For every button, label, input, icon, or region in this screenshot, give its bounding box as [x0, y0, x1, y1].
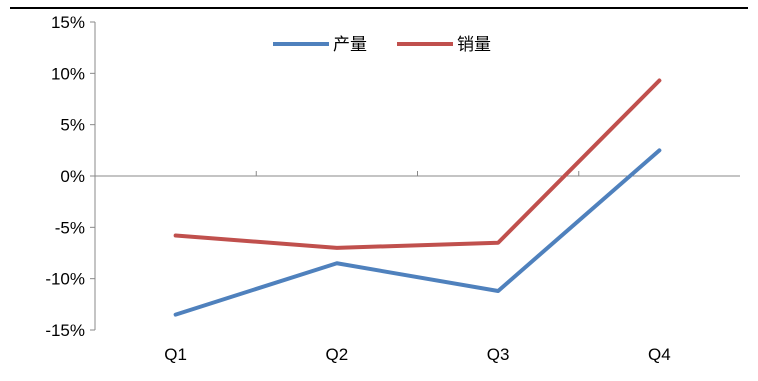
- series-line-2: [173, 78, 662, 250]
- x-tick-label: Q3: [487, 345, 510, 364]
- y-tick-label: 15%: [51, 13, 85, 32]
- axes: [90, 21, 740, 331]
- y-tick-label: 10%: [51, 64, 85, 83]
- x-axis-tick-labels: Q1 Q2 Q3 Q4: [164, 345, 670, 364]
- y-tick-label: -10%: [45, 270, 85, 289]
- series-lines: [173, 78, 662, 317]
- x-tick-label: Q2: [326, 345, 349, 364]
- y-tick-label: 0%: [60, 167, 85, 186]
- y-axis-tick-labels: 15% 10% 5% 0% -5% -10% -15%: [45, 13, 85, 340]
- series-line-1: [173, 148, 662, 317]
- y-tick-label: -15%: [45, 321, 85, 340]
- x-tick-label: Q1: [164, 345, 187, 364]
- x-tick-label: Q4: [648, 345, 671, 364]
- y-tick-label: 5%: [60, 116, 85, 135]
- legend: 产量 销量: [273, 35, 491, 55]
- legend-label-2: 销量: [457, 35, 491, 55]
- legend-label-1: 产量: [333, 35, 367, 55]
- y-tick-label: -5%: [55, 218, 85, 237]
